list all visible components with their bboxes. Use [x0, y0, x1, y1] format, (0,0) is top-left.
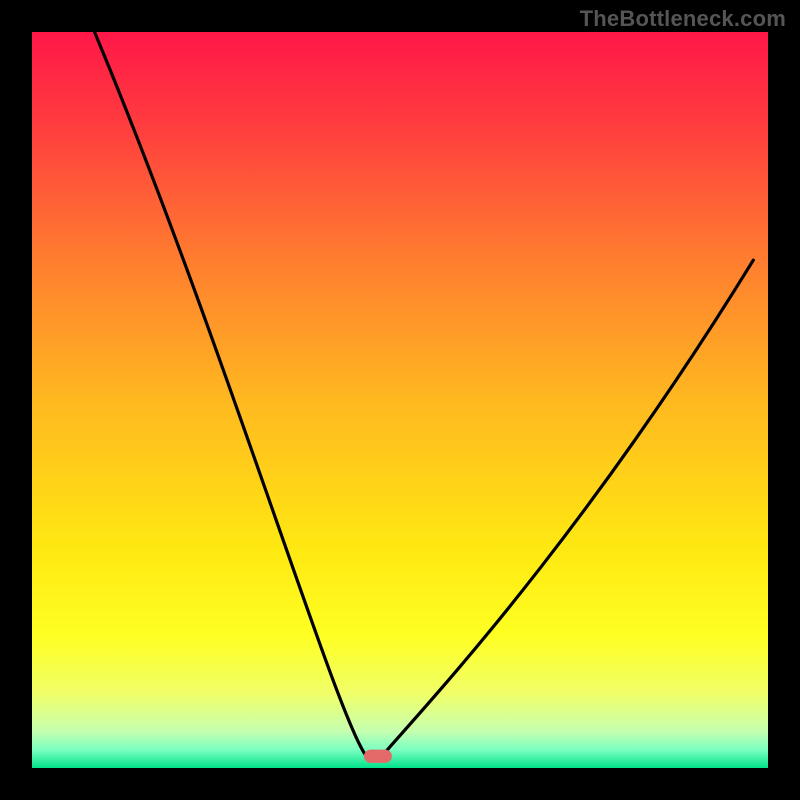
optimum-marker — [364, 750, 392, 763]
bottleneck-chart — [0, 0, 800, 800]
plot-background — [32, 32, 768, 768]
figure-root: TheBottleneck.com — [0, 0, 800, 800]
watermark-label: TheBottleneck.com — [580, 6, 786, 32]
